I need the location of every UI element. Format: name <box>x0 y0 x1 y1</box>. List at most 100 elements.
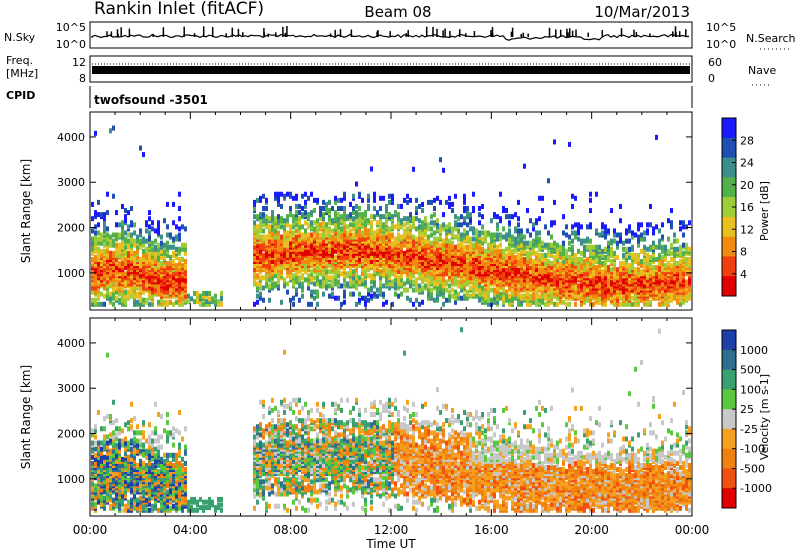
power-cell <box>541 261 544 267</box>
power-cell <box>508 281 511 287</box>
power-cell <box>388 271 391 277</box>
power-cell <box>322 275 325 281</box>
power-cell <box>523 244 526 250</box>
power-cell <box>196 293 199 299</box>
power-cell <box>517 236 520 242</box>
power-cell <box>559 244 562 250</box>
power-cell <box>457 228 460 234</box>
power-cell <box>121 203 124 209</box>
power-cell <box>97 236 100 242</box>
power-cell <box>541 285 544 291</box>
power-cell <box>109 234 112 240</box>
power-cell <box>328 283 331 289</box>
power-cell <box>355 203 358 209</box>
power-cell <box>526 228 529 234</box>
power-cell <box>121 285 124 291</box>
power-cell <box>298 283 301 289</box>
power-cell <box>454 299 457 305</box>
power-cell <box>211 296 214 302</box>
power-cell <box>682 287 685 293</box>
power-cell <box>589 208 592 214</box>
power-cell <box>286 281 289 287</box>
power-cell <box>370 220 373 226</box>
power-cell <box>385 299 388 305</box>
power-cell <box>334 195 337 201</box>
power-cell <box>151 277 154 283</box>
power-cell <box>652 244 655 250</box>
power-cell <box>532 222 535 228</box>
power-cell <box>508 248 511 254</box>
power-cell <box>571 238 574 244</box>
power-cell <box>415 277 418 283</box>
power-cell <box>97 252 100 258</box>
power-cell <box>136 234 139 240</box>
power-cell <box>385 212 388 218</box>
power-cell <box>556 263 559 269</box>
power-cell <box>145 220 148 226</box>
power-cell <box>571 193 574 199</box>
power-cell <box>367 228 370 234</box>
power-cell <box>259 281 262 287</box>
power-cell <box>373 230 376 236</box>
power-cell <box>127 244 130 250</box>
power-cell <box>652 269 655 275</box>
power-cell <box>535 250 538 256</box>
power-cell <box>412 238 415 244</box>
power-cell <box>652 295 655 301</box>
power-cell <box>523 293 526 299</box>
power-cell <box>541 240 544 246</box>
beam-title: Beam 08 <box>364 3 431 21</box>
power-cell <box>358 216 361 222</box>
power-cell <box>577 256 580 262</box>
power-cell <box>304 191 307 197</box>
power-cell <box>553 139 556 145</box>
power-cell <box>295 203 298 209</box>
power-cell <box>154 228 157 234</box>
power-cell <box>466 230 469 236</box>
power-cell <box>616 232 619 238</box>
power-cell <box>484 230 487 236</box>
power-cell <box>553 220 556 226</box>
power-cell <box>415 226 418 232</box>
power-cell <box>589 238 592 244</box>
power-cell <box>313 289 316 295</box>
power-cell <box>310 254 313 260</box>
power-cell <box>352 216 355 222</box>
power-cell <box>91 216 94 222</box>
power-cell <box>466 210 469 216</box>
power-cell <box>208 301 211 307</box>
power-cell <box>505 259 508 265</box>
power-cell <box>310 301 313 307</box>
power-cell <box>625 299 628 305</box>
power-cell <box>661 254 664 260</box>
power-cell <box>118 222 121 228</box>
power-cell <box>571 263 574 269</box>
power-cell <box>121 220 124 226</box>
power-cell <box>598 259 601 265</box>
power-cell <box>289 259 292 265</box>
power-cell <box>586 271 589 277</box>
power-cell <box>634 232 637 238</box>
power-cell <box>439 242 442 248</box>
power-cell <box>298 216 301 222</box>
power-cell <box>490 287 493 293</box>
power-cell <box>286 263 289 269</box>
power-cell <box>433 279 436 285</box>
power-cell <box>538 230 541 236</box>
power-cell <box>667 218 670 224</box>
power-cell <box>274 228 277 234</box>
power-cell <box>517 199 520 205</box>
power-cell <box>637 234 640 240</box>
power-cell <box>208 290 211 296</box>
power-cell <box>562 240 565 246</box>
power-cell <box>316 293 319 299</box>
power-cell <box>94 230 97 236</box>
power-cell <box>400 256 403 262</box>
power-cell <box>148 234 151 240</box>
power-cell <box>430 240 433 246</box>
power-cell <box>580 238 583 244</box>
power-cell <box>475 277 478 283</box>
noise-series-line <box>91 33 690 41</box>
power-cell <box>322 199 325 205</box>
power-cell <box>331 291 334 297</box>
